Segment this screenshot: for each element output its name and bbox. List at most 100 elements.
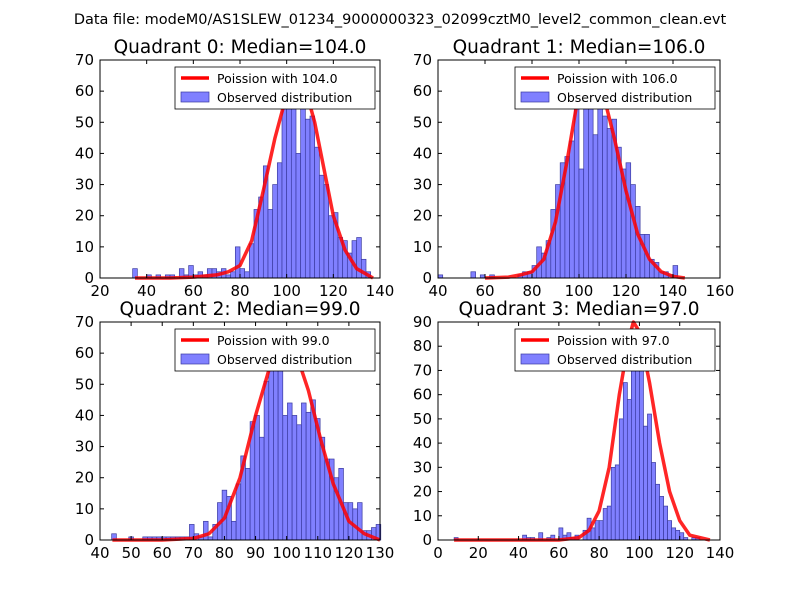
x-tick-label: 80 [230,282,249,300]
legend-poisson-label: Poission with 97.0 [557,333,670,348]
histogram-bar [301,402,307,541]
y-tick-label: 40 [413,434,432,452]
histogram-bar [282,415,288,541]
histogram-bar [244,271,250,279]
y-tick-label: 70 [75,313,94,331]
axes-frame [437,321,721,541]
x-tick-label: 90 [246,544,265,562]
histogram-bar [592,134,599,279]
x-tick-label: 80 [522,282,541,300]
observed-bars [132,97,372,279]
y-tick-label: 20 [75,207,94,225]
y-tick-label: 50 [75,375,94,393]
histogram-bar [239,268,246,279]
histogram-bar [631,345,636,541]
histogram-bar [667,520,673,541]
histogram-bar [594,520,600,541]
histogram-bar [314,146,320,279]
histogram-bar [635,206,641,279]
histogram-bar [622,382,628,541]
histogram-bar [273,352,279,541]
y-tick-label: 10 [413,507,432,525]
axes-frame [99,321,381,541]
histogram-bar [309,115,316,279]
y-tick-label: 60 [413,82,432,100]
histogram-bar [291,415,298,541]
histogram-bar [671,527,677,541]
histogram-bar [267,209,274,279]
legend: Poission with 106.0 Observed distribution [514,66,716,110]
histogram-bar [318,174,325,279]
y-tick-label: 90 [413,313,432,331]
histogram-bar [625,162,632,279]
y-tick-label: 50 [413,113,432,131]
x-tick-label: 60 [153,544,172,562]
x-tick-label: 120 [612,282,641,300]
histogram-bar [281,97,288,279]
histogram-bar [602,115,608,279]
y-tick-label: 40 [75,144,94,162]
x-tick-label: 50 [122,544,141,562]
histogram-bar [357,502,363,541]
y-tick-label: 0 [422,269,432,287]
y-tick-label: 70 [413,361,432,379]
histogram-bar [272,184,278,279]
chart-title: Quadrant 1: Median=106.0 [453,37,706,58]
histogram-bar [234,246,241,279]
histogram-bar [675,529,681,541]
x-tick-label: 60 [184,282,203,300]
y-tick-label: 70 [75,51,94,69]
histogram-bar [606,128,613,279]
x-tick-label: 20 [90,282,109,300]
histogram-bar [626,399,632,541]
x-tick-label: 140 [706,544,735,562]
histogram-bar [583,103,589,279]
histogram-bar [630,184,636,279]
histogram-bar [245,468,251,541]
x-tick-label: 40 [90,544,109,562]
histogram-bar [259,436,265,541]
x-tick-label: 140 [366,282,395,300]
histogram-bar [610,466,616,541]
y-tick-label: 0 [422,531,432,549]
x-tick-label: 120 [665,544,694,562]
figure-suptitle: Data file: modeM0/AS1SLEW_01234_90000003… [74,12,727,28]
histogram-bar [277,355,284,541]
x-tick-label: 60 [475,282,494,300]
quadrant-2-chart: 40 50 60 70 80 90 100 110 120 130 0 10 20 30 40 50 60 70 Q… [75,299,394,562]
histogram-bar [639,348,644,541]
legend-observed-label: Observed distribution [217,90,352,105]
poisson-curve [135,80,374,280]
y-tick-label: 30 [413,458,432,476]
histogram-bar [263,380,270,541]
histogram-bar [268,346,274,541]
x-tick-label: 80 [590,544,609,562]
x-tick-label: 0 [433,544,443,562]
histogram-bar [295,153,302,279]
y-tick-label: 70 [413,51,432,69]
histogram-bar [300,106,306,279]
histogram-bar [597,84,603,279]
y-tick-label: 60 [75,82,94,100]
histogram-bar [618,418,624,541]
histogram-bar [203,520,209,541]
histogram-bar [230,271,236,279]
quadrant-1-chart: 40 60 80 100 120 140 160 0 10 20 30 40 50 60 70 Quadran… [413,37,734,300]
x-tick-label: 20 [469,544,488,562]
x-tick-label: 160 [706,282,735,300]
legend-poisson-label: Poission with 99.0 [217,333,330,348]
histogram-bar [635,370,640,541]
y-tick-label: 40 [413,144,432,162]
histogram-bar [606,505,612,541]
histogram-bar [651,462,656,541]
histogram-bar [287,402,293,541]
y-tick-label: 20 [413,483,432,501]
histogram-bar [231,520,237,541]
x-tick-label: 60 [549,544,568,562]
x-tick-label: 100 [625,544,654,562]
x-tick-label: 100 [272,544,301,562]
y-tick-label: 20 [413,207,432,225]
y-tick-label: 10 [75,500,94,518]
x-tick-label: 70 [184,544,203,562]
chart-panels: 20 40 60 80 100 120 140010203040506070Quadrant… [75,37,734,562]
